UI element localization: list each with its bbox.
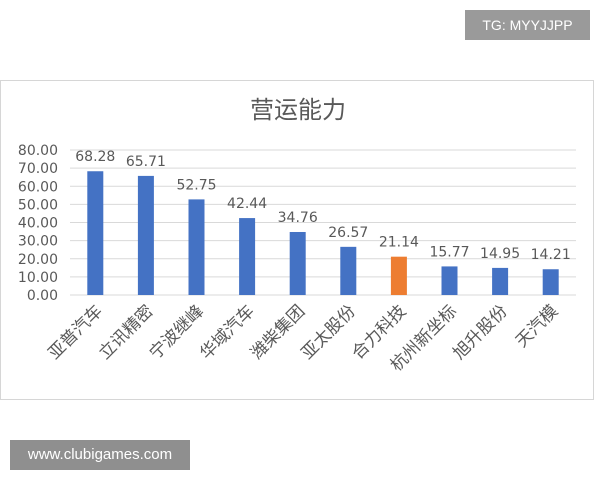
data-label: 34.76 bbox=[278, 210, 318, 226]
x-tick-label: 旭升股份 bbox=[449, 301, 511, 363]
bar bbox=[188, 199, 205, 295]
bar bbox=[239, 218, 256, 295]
y-tick-label: 0.00 bbox=[27, 288, 58, 304]
bar bbox=[289, 231, 306, 295]
y-tick-label: 50.00 bbox=[18, 197, 58, 213]
bar bbox=[492, 267, 509, 295]
bar bbox=[87, 171, 104, 295]
bar bbox=[137, 175, 154, 295]
x-tick-label: 潍柴集团 bbox=[247, 301, 309, 363]
data-label: 65.71 bbox=[126, 154, 166, 170]
data-label: 26.57 bbox=[328, 225, 368, 241]
x-tick-label: 华域汽车 bbox=[196, 301, 258, 363]
x-tick-label: 立讯精密 bbox=[95, 301, 157, 363]
data-label: 52.75 bbox=[176, 177, 216, 193]
y-tick-label: 70.00 bbox=[18, 161, 58, 177]
x-tick-label: 亚太股份 bbox=[298, 301, 360, 363]
bar bbox=[542, 269, 559, 295]
data-label: 68.28 bbox=[75, 149, 115, 165]
bar bbox=[340, 246, 357, 295]
watermark-top: TG: MYYJJPP bbox=[465, 10, 590, 40]
y-tick-label: 80.00 bbox=[18, 143, 58, 159]
y-tick-label: 60.00 bbox=[18, 179, 58, 195]
grid-lines bbox=[70, 149, 576, 296]
y-axis-ticks: 0.00 10.00 20.00 30.00 40.00 50.00 60.00 70.00 8… bbox=[18, 143, 58, 304]
watermark-bottom: www.clubigames.com bbox=[10, 440, 190, 470]
data-label: 21.14 bbox=[379, 235, 419, 251]
bar bbox=[390, 256, 407, 295]
chart-title: 营运能力 bbox=[250, 96, 346, 124]
y-tick-label: 40.00 bbox=[18, 216, 58, 232]
data-label: 14.21 bbox=[531, 247, 571, 263]
x-tick-label: 宁波继峰 bbox=[146, 301, 208, 363]
y-tick-label: 10.00 bbox=[18, 270, 58, 286]
data-label: 15.77 bbox=[429, 244, 469, 260]
y-tick-label: 20.00 bbox=[18, 252, 58, 268]
data-labels: 68.28 65.71 52.75 42.44 34.76 26.57 21.14 15.77… bbox=[75, 149, 570, 263]
x-tick-label: 亚普汽车 bbox=[45, 301, 107, 363]
x-tick-label: 天汽模 bbox=[512, 301, 562, 351]
bars bbox=[87, 171, 559, 295]
data-label: 42.44 bbox=[227, 196, 267, 212]
data-label: 14.95 bbox=[480, 246, 520, 262]
y-tick-label: 30.00 bbox=[18, 234, 58, 250]
bar bbox=[441, 266, 458, 295]
